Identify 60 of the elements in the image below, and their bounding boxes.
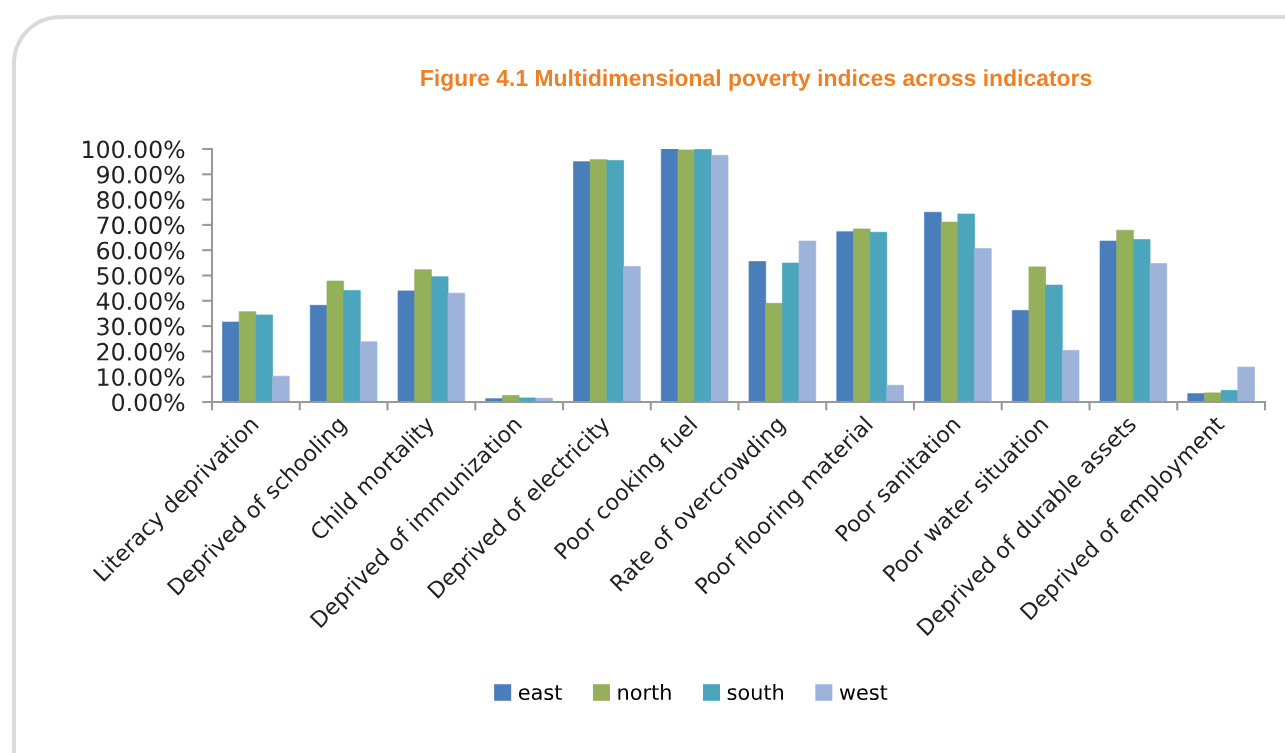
bar (1011, 310, 1030, 402)
bar (359, 341, 378, 402)
y-tick-label: 30.00% (97, 317, 185, 336)
bar (748, 261, 767, 402)
bar (710, 154, 729, 402)
y-tick-label: 20.00% (97, 342, 185, 361)
bar (1237, 366, 1255, 402)
bar (222, 321, 240, 402)
bar (694, 149, 712, 402)
bar (1045, 284, 1063, 402)
bar (589, 159, 608, 402)
legend-label: east (518, 685, 562, 701)
bar (447, 292, 466, 402)
bar (272, 375, 290, 402)
y-tick-label: 10.00% (98, 368, 185, 387)
chart-title: Figure 4.1 Multidimensional poverty indices across indicators (421, 69, 1092, 91)
y-tick-label: 50.00% (97, 266, 185, 285)
bar (924, 211, 942, 402)
bar (573, 161, 591, 402)
bar (238, 311, 257, 402)
bar (1028, 266, 1046, 402)
bar (765, 302, 783, 402)
bar (414, 269, 432, 402)
y-tick-label: 70.00% (97, 216, 185, 235)
bar (853, 228, 871, 402)
bar (1061, 350, 1080, 402)
y-tick-label: 90.00% (97, 165, 185, 184)
bar (1149, 263, 1168, 402)
bar (1099, 240, 1118, 402)
y-tick-label: 40.00% (96, 292, 185, 311)
bar (1116, 229, 1134, 402)
bar (677, 149, 695, 402)
bar (623, 266, 641, 402)
bar (836, 231, 854, 402)
bar (255, 314, 273, 402)
bar (606, 160, 624, 402)
y-tick-label: 0.00% (112, 393, 185, 412)
bar (940, 221, 959, 402)
bar (782, 262, 800, 402)
bar (660, 149, 679, 402)
y-tick-label: 80.00% (97, 191, 185, 209)
bar (326, 280, 344, 402)
legend-label: south (727, 683, 783, 701)
bar (431, 276, 449, 402)
bar (343, 290, 361, 402)
bar (518, 397, 537, 402)
bar (1220, 390, 1239, 402)
bar (397, 290, 416, 402)
y-tick-label: 60.00% (97, 241, 185, 260)
legend-label: north (618, 683, 671, 701)
bar (886, 384, 904, 402)
bar (798, 240, 817, 402)
bar (1133, 239, 1151, 402)
bar (869, 231, 888, 402)
bar (957, 213, 975, 402)
y-tick-label: 100.00% (83, 140, 185, 159)
bar (1187, 393, 1205, 402)
bar (309, 305, 328, 402)
legend-label: west (839, 685, 888, 701)
bar (974, 248, 992, 402)
